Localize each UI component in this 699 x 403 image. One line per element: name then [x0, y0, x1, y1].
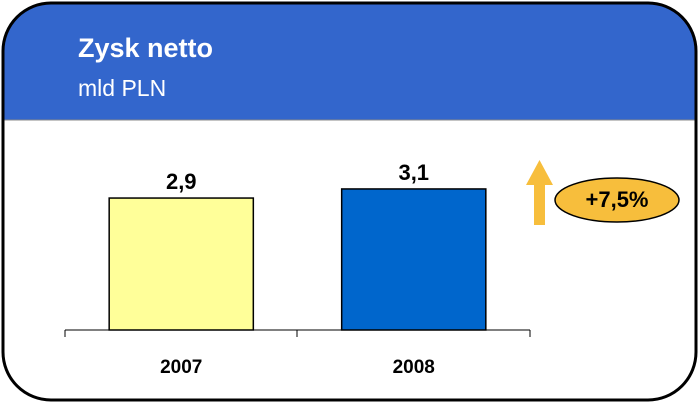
- up-arrow: [526, 160, 553, 225]
- x-tick-label: 2007: [160, 357, 202, 378]
- chart-subtitle: mld PLN: [78, 75, 166, 101]
- annotation: +7,5%: [586, 187, 649, 212]
- annotation-badge: [554, 177, 680, 223]
- bar: [340, 188, 487, 331]
- x-tick-label: 2008: [393, 357, 435, 378]
- chart-title: Zysk netto: [78, 33, 213, 63]
- data-label: 3,1: [398, 160, 429, 185]
- bar: [108, 197, 255, 331]
- header: [3, 3, 696, 120]
- data-label: 2,9: [166, 169, 197, 194]
